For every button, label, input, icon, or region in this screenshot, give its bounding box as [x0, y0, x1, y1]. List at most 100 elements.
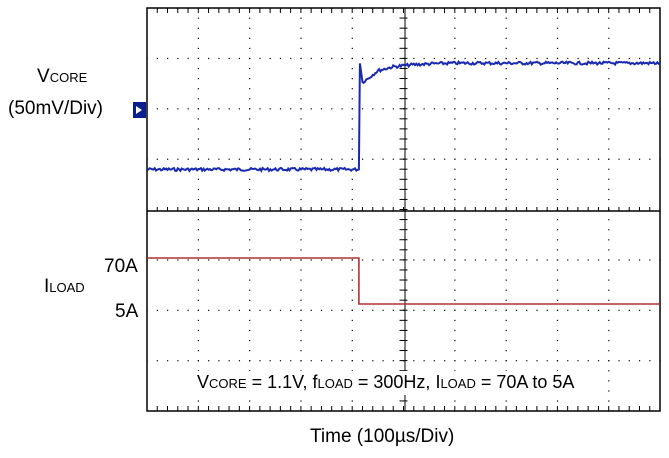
grid-dot	[608, 319, 610, 322]
grid-dot	[259, 57, 261, 60]
cond-i-val: = 70A to 5A	[475, 372, 575, 392]
grid-dot	[608, 178, 610, 180]
cond-i-sub: LOAD	[440, 376, 476, 391]
grid-dot	[300, 329, 302, 332]
grid-dot	[659, 360, 661, 362]
grid-dot	[413, 57, 415, 60]
grid-dot	[526, 158, 528, 160]
grid-dot	[454, 98, 456, 100]
grid-dot	[269, 360, 271, 362]
grid-dot	[197, 138, 199, 140]
grid-dot	[423, 259, 425, 261]
vcore-trace	[146, 59, 661, 173]
grid-dot	[351, 57, 353, 60]
grid-dot	[505, 188, 507, 191]
grid-dot	[259, 360, 261, 362]
grid-dot	[351, 339, 353, 342]
grid-dot	[249, 319, 251, 322]
grid-dot	[454, 299, 456, 301]
grid-dot	[608, 67, 610, 70]
grid-dot	[197, 17, 199, 19]
vcore-scale-label: (50mV/Div)	[8, 98, 104, 119]
grid-dot	[197, 57, 199, 60]
grid-dot	[608, 198, 610, 201]
grid-dot	[454, 319, 456, 322]
grid-dot	[556, 329, 559, 332]
grid-dot	[249, 299, 251, 301]
grid-dot	[208, 360, 210, 362]
grid-dot	[556, 37, 559, 39]
grid-dot	[628, 259, 630, 261]
grid-dot	[197, 148, 199, 150]
grid-dot	[454, 309, 456, 311]
grid-dot	[341, 158, 343, 160]
grid-dot	[556, 98, 559, 100]
grid-dot	[608, 390, 610, 392]
grid-dot	[608, 27, 610, 29]
grid-dot	[546, 309, 548, 311]
grid-dot	[423, 158, 425, 160]
grid-dot	[249, 329, 251, 332]
grid-dot	[167, 259, 169, 261]
grid-dot	[454, 329, 456, 332]
grid-dot	[351, 198, 353, 201]
grid-dot	[505, 339, 507, 342]
grid-dot	[556, 17, 559, 19]
grid-dot	[300, 57, 302, 60]
grid-dot	[454, 289, 456, 291]
grid-dot	[290, 108, 292, 110]
grid-dot	[249, 88, 251, 90]
grid-dot	[351, 370, 353, 372]
grid-dot	[351, 410, 353, 412]
grid-dot	[197, 108, 199, 110]
grid-dot	[300, 47, 302, 49]
grid-dot	[454, 239, 456, 241]
grid-dot	[577, 309, 579, 311]
grid-dot	[608, 309, 610, 311]
grid-dot	[197, 78, 199, 80]
grid-dot	[638, 158, 641, 160]
grid-dot	[454, 17, 456, 19]
grid-dot	[249, 229, 251, 231]
grid-dot	[433, 309, 435, 311]
grid-dot	[638, 57, 641, 60]
grid-dot	[444, 57, 446, 60]
grid-dot	[515, 360, 518, 362]
grid-dot	[300, 249, 302, 251]
grid-dot	[197, 128, 199, 130]
grid-dot	[197, 289, 199, 291]
grid-dot	[556, 309, 559, 311]
grid-dot	[587, 57, 589, 60]
grid-dot	[546, 158, 548, 160]
grid-dot	[177, 360, 179, 362]
grid-dot	[485, 57, 487, 60]
grid-dot	[341, 309, 343, 311]
grid-dot	[638, 108, 641, 110]
grid-dot	[454, 249, 456, 251]
grid-dot	[197, 319, 199, 322]
grid-dot	[556, 148, 559, 150]
grid-dot	[351, 17, 353, 19]
grid-dot	[505, 319, 507, 322]
grid-dot	[361, 360, 364, 362]
grid-dot	[608, 138, 610, 140]
grid-dot	[505, 269, 507, 271]
grid-dot	[536, 57, 538, 60]
grid-dot	[361, 158, 364, 160]
grid-dot	[618, 108, 620, 110]
grid-dot	[310, 108, 312, 110]
grid-dot	[259, 108, 261, 110]
grid-dot	[197, 259, 199, 261]
iload-label: ILOAD	[44, 276, 85, 299]
grid-dot	[249, 279, 251, 281]
grid-dot	[485, 108, 487, 110]
grid-dot	[382, 259, 384, 261]
grid-dot	[577, 259, 579, 261]
grid-dot	[413, 309, 415, 311]
grid-dot	[331, 108, 333, 110]
grid-dot	[351, 27, 353, 29]
grid-dot	[597, 108, 600, 110]
grid-dot	[556, 370, 559, 372]
grid-dot	[608, 229, 610, 231]
grid-dot	[556, 259, 559, 261]
